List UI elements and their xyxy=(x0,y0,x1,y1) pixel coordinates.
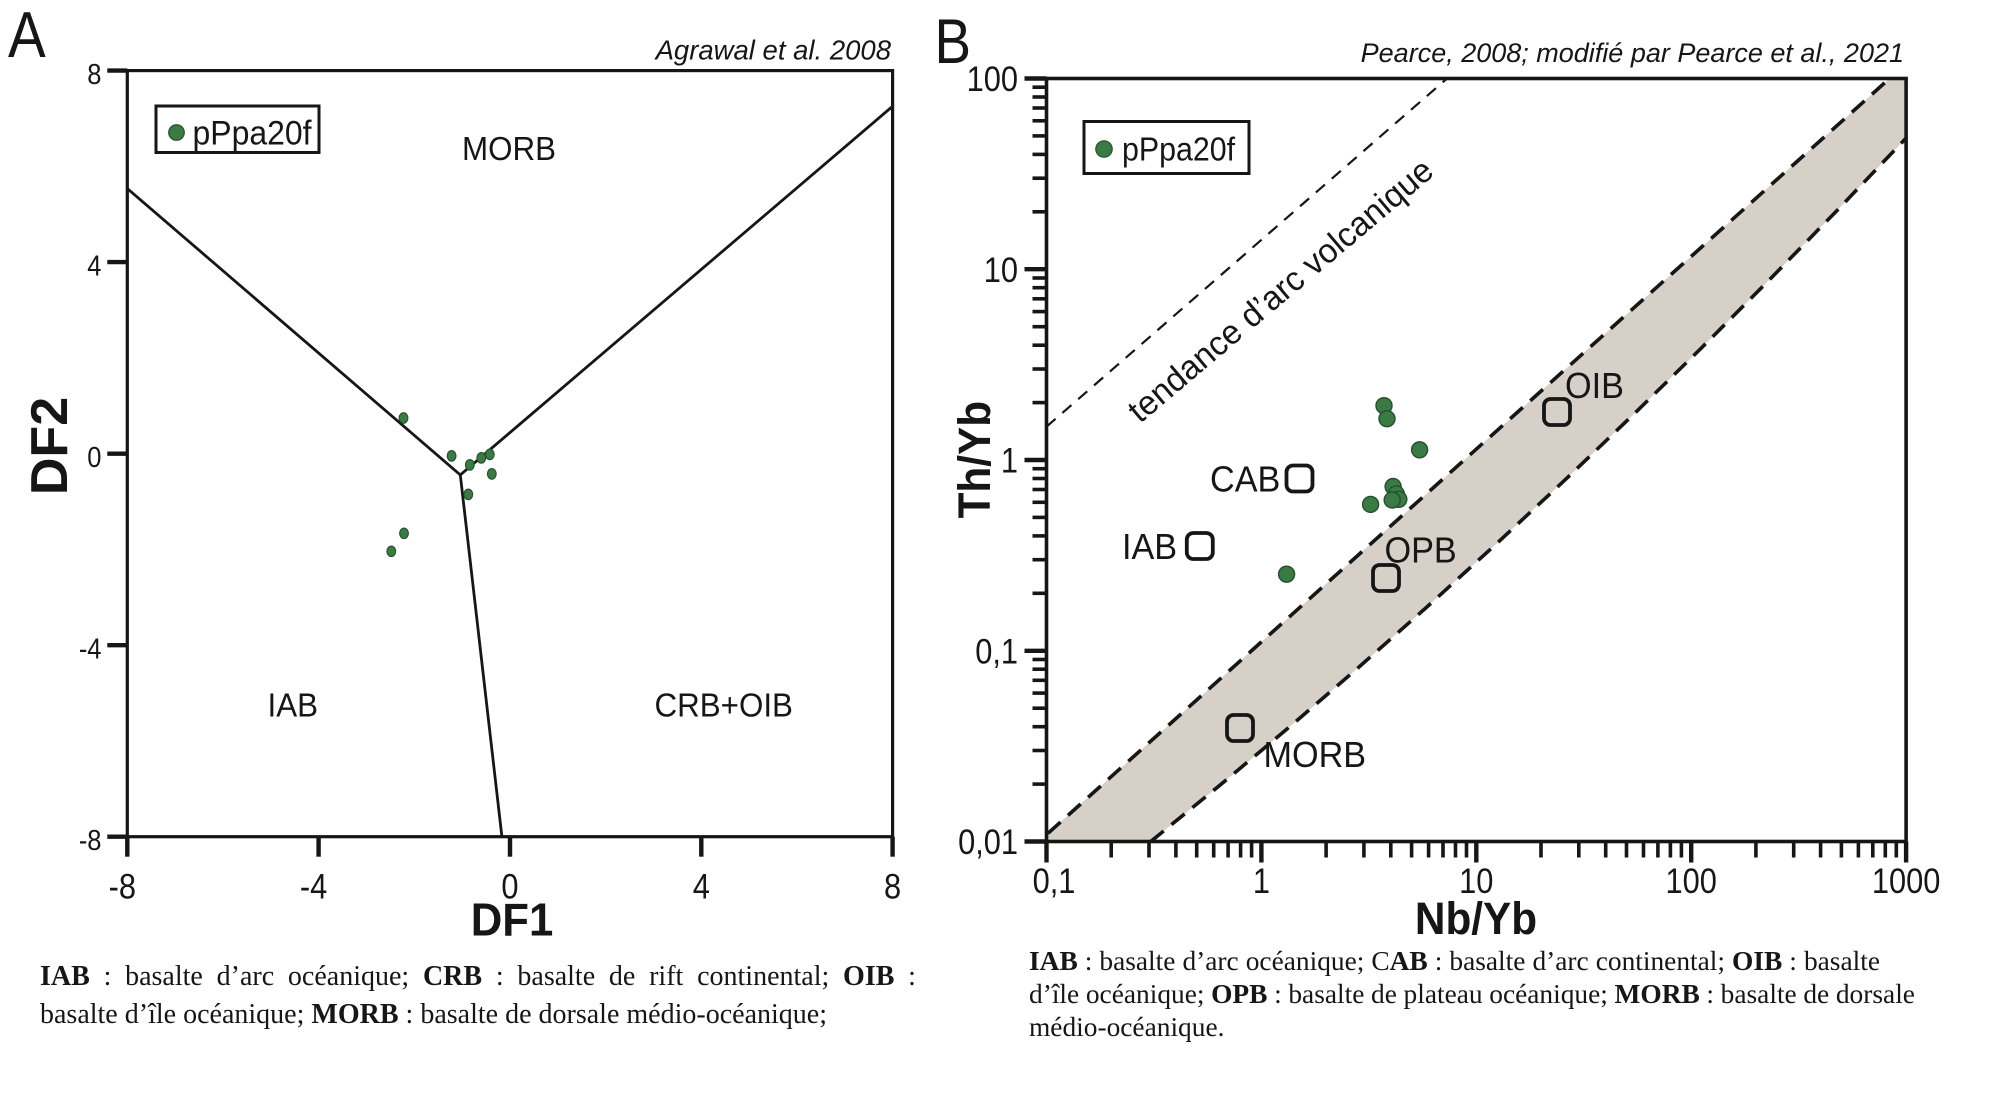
svg-text:A: A xyxy=(8,0,46,71)
svg-text:Nb/Yb: Nb/Yb xyxy=(1415,894,1537,944)
svg-text:Agrawal et al. 2008: Agrawal et al. 2008 xyxy=(654,35,892,66)
svg-text:1: 1 xyxy=(1001,441,1018,480)
svg-text:10: 10 xyxy=(1459,861,1493,900)
svg-text:MORB: MORB xyxy=(462,130,556,167)
svg-text:Pearce, 2008; modifié par Pear: Pearce, 2008; modifié par Pearce et al.,… xyxy=(1361,38,1904,68)
svg-text:IAB: IAB xyxy=(1122,527,1177,567)
svg-text:B: B xyxy=(935,6,972,76)
svg-text:8: 8 xyxy=(884,867,901,906)
svg-text:0: 0 xyxy=(87,441,101,474)
svg-text:DF2: DF2 xyxy=(21,397,79,495)
svg-text:DF1: DF1 xyxy=(471,893,554,945)
svg-text:0,1: 0,1 xyxy=(975,631,1018,670)
svg-text:CRB+OIB: CRB+OIB xyxy=(655,687,793,724)
svg-text:0,01: 0,01 xyxy=(958,822,1018,861)
svg-text:4: 4 xyxy=(87,249,101,282)
svg-text:MORB: MORB xyxy=(1264,735,1367,775)
svg-text:1000: 1000 xyxy=(1872,861,1940,900)
svg-text:pPpa20f: pPpa20f xyxy=(193,114,313,152)
svg-text:0: 0 xyxy=(501,867,518,906)
svg-text:4: 4 xyxy=(693,867,710,906)
svg-text:OPB: OPB xyxy=(1385,531,1457,571)
svg-text:10: 10 xyxy=(984,250,1018,289)
svg-text:1: 1 xyxy=(1253,861,1270,900)
svg-text:100: 100 xyxy=(967,59,1018,98)
svg-text:CAB: CAB xyxy=(1210,460,1280,500)
svg-text:Th/Yb: Th/Yb xyxy=(950,401,1000,518)
svg-text:0,1: 0,1 xyxy=(1033,861,1076,900)
svg-text:-4: -4 xyxy=(79,632,102,665)
svg-text:-4: -4 xyxy=(300,867,327,906)
svg-text:OIB: OIB xyxy=(1565,366,1624,406)
svg-text:pPpa20f: pPpa20f xyxy=(1122,130,1235,167)
svg-text:100: 100 xyxy=(1666,861,1717,900)
svg-text:IAB: IAB xyxy=(268,687,319,724)
svg-text:-8: -8 xyxy=(109,867,136,906)
svg-text:tendance d’arc volcanique: tendance d’arc volcanique xyxy=(1121,152,1441,430)
svg-text:8: 8 xyxy=(87,58,101,91)
svg-text:-8: -8 xyxy=(79,824,102,857)
